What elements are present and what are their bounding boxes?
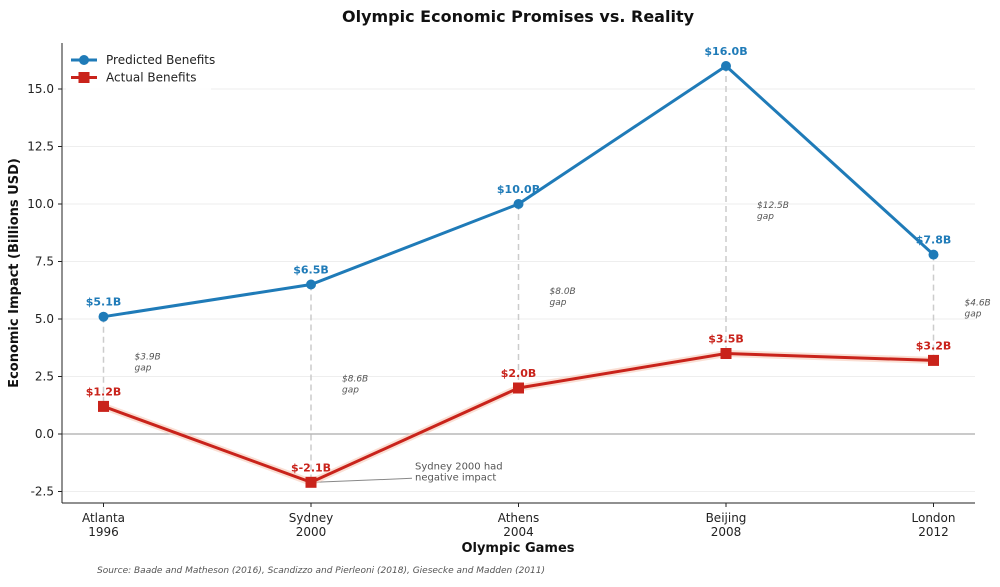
- data-label: $3.5B: [708, 333, 744, 346]
- x-tick-label: Atlanta 1996: [82, 511, 125, 539]
- annotation-text-line: Sydney 2000 had: [415, 461, 503, 472]
- annotation-arrow: [314, 477, 413, 483]
- gap-label: $8.0B gap: [550, 287, 576, 308]
- gap-label-line: $8.6B: [342, 374, 368, 384]
- data-label: $3.2B: [916, 339, 952, 352]
- x-tick-label: Sydney 2000: [289, 511, 333, 539]
- x-tick-label-line: Athens: [498, 511, 540, 525]
- gap-label: $3.9B gap: [135, 353, 161, 374]
- gap-label: $4.6B gap: [965, 299, 991, 320]
- x-tick-label-line: 2004: [503, 525, 534, 539]
- gap-label-line: $8.0B: [550, 287, 576, 297]
- data-point: [305, 476, 317, 488]
- y-tick-label: 7.5: [35, 255, 54, 269]
- gap-label: $12.5B gap: [757, 201, 789, 222]
- source-note: Source: Baade and Matheson (2016), Scand…: [97, 566, 545, 576]
- y-tick-label: 12.5: [27, 140, 54, 154]
- x-tick-label-line: Beijing: [706, 511, 747, 525]
- legend-marker: [79, 55, 89, 65]
- data-label: $7.8B: [916, 234, 952, 247]
- x-tick-label-line: London: [912, 511, 956, 525]
- data-label: $5.1B: [86, 296, 122, 309]
- chart-title: Olympic Economic Promises vs. Reality: [342, 7, 695, 26]
- y-tick-label: 10.0: [27, 197, 54, 211]
- data-label: $16.0B: [704, 45, 747, 58]
- gap-label-line: gap: [342, 385, 359, 395]
- x-tick-label-line: Sydney: [289, 511, 333, 525]
- gap-label-line: $4.6B: [965, 299, 991, 309]
- x-tick-label-line: 2012: [918, 525, 949, 539]
- x-tick-label: Athens 2004: [498, 511, 540, 539]
- data-point: [513, 382, 524, 394]
- data-point: [720, 348, 732, 359]
- data-label: $6.5B: [293, 264, 329, 277]
- y-tick-label: 15.0: [27, 82, 54, 96]
- gap-label-line: gap: [965, 310, 982, 320]
- data-label: $1.2B: [86, 385, 122, 398]
- y-tick-label: -2.5: [31, 485, 54, 499]
- legend-marker: [78, 72, 90, 83]
- x-tick-label-line: Atlanta: [82, 511, 125, 525]
- data-point: [928, 249, 939, 260]
- gap-label-line: gap: [135, 364, 152, 374]
- y-tick-label: 5.0: [35, 312, 54, 326]
- x-tick-label-line: 2008: [711, 525, 742, 539]
- x-axis-label: Olympic Games: [461, 541, 574, 556]
- gap-label-line: gap: [550, 298, 567, 308]
- data-point: [513, 199, 524, 209]
- x-tick-label-line: 2000: [296, 525, 327, 539]
- data-point: [721, 61, 731, 71]
- y-axis-label: Economic Impact (Billions USD): [7, 158, 22, 388]
- data-point: [98, 311, 109, 322]
- legend-label: Actual Benefits: [106, 71, 197, 85]
- legend-label: Predicted Benefits: [106, 53, 215, 67]
- data-point: [928, 354, 939, 366]
- gap-label: $8.6B gap: [342, 374, 368, 395]
- data-point: [98, 400, 109, 412]
- x-tick-label: Beijing 2008: [706, 511, 747, 539]
- gap-label-line: $3.9B: [135, 353, 161, 363]
- data-label: $10.0B: [497, 183, 540, 196]
- gap-label-line: gap: [757, 212, 774, 222]
- annotation-text: Sydney 2000 had negative impact: [415, 461, 503, 483]
- x-tick-label: London 2012: [912, 511, 956, 539]
- legend-box: [66, 48, 211, 90]
- data-label: $-2.1B: [291, 461, 331, 474]
- data-label: $2.0B: [501, 367, 537, 380]
- y-tick-label: 0.0: [35, 427, 54, 441]
- annotation-text-line: negative impact: [415, 472, 496, 483]
- y-tick-label: 2.5: [35, 370, 54, 384]
- x-tick-label-line: 1996: [88, 525, 119, 539]
- gap-label-line: $12.5B: [757, 201, 789, 211]
- data-point: [306, 279, 316, 290]
